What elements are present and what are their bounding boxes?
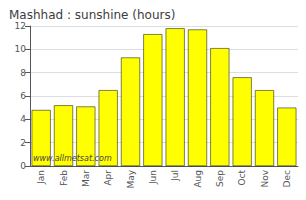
svg-text:Oct: Oct [237, 170, 247, 186]
svg-text:Sep: Sep [215, 170, 225, 187]
svg-text:2: 2 [20, 138, 26, 148]
svg-text:Aug: Aug [193, 170, 203, 188]
svg-text:Dec: Dec [282, 170, 292, 187]
svg-text:Mar: Mar [81, 170, 91, 187]
svg-text:www.allmetsat.com: www.allmetsat.com [33, 154, 112, 163]
svg-text:12: 12 [15, 21, 26, 31]
svg-text:Apr: Apr [103, 170, 113, 186]
svg-text:10: 10 [15, 44, 27, 54]
svg-text:Feb: Feb [59, 170, 69, 186]
svg-text:Nov: Nov [260, 169, 270, 187]
svg-text:8: 8 [20, 68, 26, 78]
svg-text:May: May [126, 169, 136, 188]
svg-text:Jul: Jul [170, 170, 180, 182]
svg-text:Jun: Jun [148, 170, 158, 185]
svg-text:6: 6 [20, 91, 26, 101]
svg-text:0: 0 [20, 161, 26, 171]
svg-text:4: 4 [20, 114, 26, 124]
svg-text:Mashhad : sunshine (hours): Mashhad : sunshine (hours) [9, 8, 175, 22]
svg-text:Jan: Jan [36, 170, 46, 185]
